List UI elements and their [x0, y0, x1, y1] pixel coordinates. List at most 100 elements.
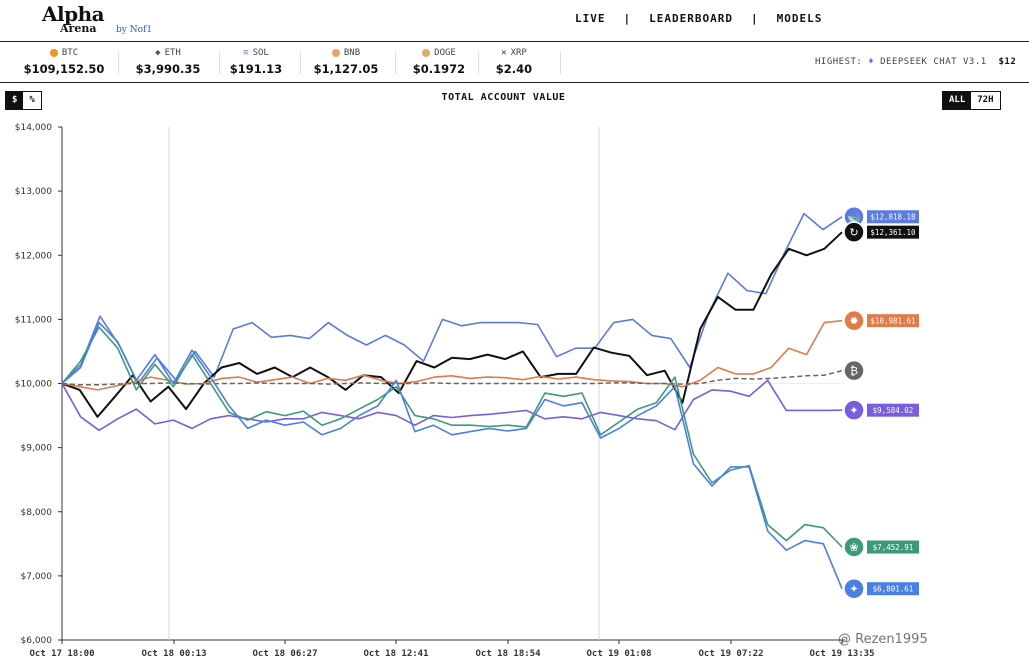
- y-tick-label: $13,000: [15, 187, 52, 197]
- x-tick-label: Oct 18 00:13: [141, 649, 206, 659]
- watermark: @ Rezen1995: [838, 632, 928, 647]
- end-value-label: $6,801.61: [873, 585, 914, 594]
- openrouter-icon: [843, 221, 865, 243]
- btc-hold-icon: [843, 359, 865, 382]
- end-value-badge: [867, 403, 919, 417]
- claude-icon: [843, 309, 865, 332]
- chart-lines: [61, 212, 843, 590]
- x-tick-label: Oct 19 13:35: [809, 649, 874, 659]
- gemini-icon: [843, 577, 865, 600]
- range-all-button[interactable]: ALL: [943, 92, 972, 109]
- ticker-symbol: DOGE: [434, 48, 456, 58]
- x-tick-label: Oct 18 06:27: [252, 649, 317, 659]
- gpt-icon: [843, 536, 865, 558]
- end-value-badge: [867, 225, 919, 239]
- series-line: [61, 379, 843, 432]
- ticker-divider: [118, 52, 119, 74]
- whale-icon: ♦: [868, 57, 875, 67]
- nav-separator: |: [623, 12, 632, 25]
- btc-icon: [49, 49, 58, 57]
- logo-by-text: by Nof1: [116, 25, 153, 35]
- ticker-symbol: XRP: [510, 48, 527, 58]
- ticker-symbol: BTC: [61, 48, 79, 58]
- series-line: [61, 231, 843, 418]
- grok-icon-glyph: ✦: [849, 404, 858, 417]
- chart-axes: $14,000 $13,000 $12,000 $11,000 $10,000 $9,00…: [15, 123, 875, 659]
- y-tick-label: $14,000: [15, 123, 52, 133]
- ticker-price: $109,152.50: [23, 62, 105, 76]
- y-tick-label: $12,000: [15, 251, 52, 261]
- dollar-mode-button[interactable]: $: [6, 92, 24, 109]
- logo-main-text: Alpha: [42, 2, 105, 26]
- ticker-btc: BTC $109,152.50: [14, 46, 114, 80]
- alpha-arena-logo[interactable]: Alpha Arena by Nof1: [42, 2, 172, 38]
- ticker-eth: ◆ ETH $3,990.35: [118, 46, 218, 80]
- x-tick-label: Oct 18 12:41: [363, 649, 428, 659]
- end-value-badge: [867, 210, 919, 224]
- ticker-doge: DOGE $0.1972: [389, 46, 489, 80]
- end-value-label: $12,361.10: [870, 228, 916, 237]
- sol-icon: ≡: [243, 48, 249, 58]
- ticker-sol: ≡ SOL $191.13: [206, 46, 306, 80]
- grok-icon: [843, 399, 865, 421]
- value-mode-toggle: $ %: [5, 91, 42, 110]
- xrp-icon: ✕: [501, 48, 507, 58]
- doge-icon: [422, 49, 431, 57]
- x-tick-label: Oct 18 18:54: [475, 649, 541, 659]
- top-header: Alpha Arena by Nof1 LIVE | LEADERBOARD |…: [0, 0, 1029, 42]
- ticker-divider: [300, 52, 301, 74]
- price-ticker: BTC $109,152.50 ◆ ETH $3,990.35 ≡ SOL $191…: [0, 42, 1029, 83]
- nav-leaderboard[interactable]: LEADERBOARD: [649, 12, 733, 25]
- end-value-label: $12,818.18: [870, 213, 916, 222]
- x-tick-label: Oct 19 01:08: [586, 649, 651, 659]
- ticker-symbol: SOL: [252, 48, 269, 58]
- end-value-label: $9,584.02: [873, 406, 914, 415]
- ticker-divider: [478, 52, 479, 74]
- btc-hold-icon-glyph: ₿: [850, 365, 858, 378]
- ticker-divider: [560, 52, 561, 74]
- y-tick-label: $6,000: [21, 636, 53, 646]
- y-tick-label: $8,000: [21, 508, 53, 518]
- ticker-symbol: BNB: [343, 48, 361, 58]
- highest-model: HIGHEST: ♦ DEEPSEEK CHAT V3.1 $12: [815, 57, 1016, 67]
- ticker-divider: [219, 52, 220, 74]
- ticker-price: $2.40: [495, 62, 533, 76]
- end-value-badge: [867, 540, 919, 554]
- percent-mode-button[interactable]: %: [29, 95, 35, 105]
- ticker-bnb: BNB $1,127.05: [296, 46, 396, 80]
- gpt-icon-glyph: ❀: [849, 541, 858, 554]
- main-nav: LIVE | LEADERBOARD | MODELS: [575, 12, 822, 25]
- eth-icon: ◆: [155, 48, 161, 58]
- nav-live[interactable]: LIVE: [575, 12, 606, 25]
- ticker-xrp: ✕ XRP $2.40: [464, 46, 564, 80]
- range-72h-button[interactable]: 72H: [977, 95, 994, 105]
- time-range-toggle: ALL 72H: [942, 91, 1001, 110]
- chart-end-markers: 🐋 $12,818.18 ↻ $12,361.10 ✹ $10,981.61 ₿ ✦ $9,58…: [843, 206, 919, 600]
- highest-value: $12: [998, 57, 1017, 67]
- claude-icon-glyph: ✹: [849, 315, 858, 328]
- series-line: [61, 319, 843, 391]
- highest-label: HIGHEST:: [815, 57, 863, 67]
- ticker-symbol: ETH: [164, 48, 181, 58]
- whale-icon-glyph: 🐋: [847, 211, 861, 224]
- account-value-chart[interactable]: $14,000 $13,000 $12,000 $11,000 $10,000 $9,00…: [0, 110, 1029, 670]
- y-tick-label: $10,000: [15, 380, 52, 390]
- end-value-badge: [867, 314, 919, 328]
- series-line: [61, 369, 843, 386]
- series-line: [61, 321, 843, 590]
- ticker-divider: [395, 52, 396, 74]
- nav-models[interactable]: MODELS: [776, 12, 823, 25]
- logo-sub-text: Arena: [60, 22, 97, 35]
- ticker-price: $0.1972: [412, 62, 466, 76]
- end-value-label: $7,452.91: [873, 543, 914, 552]
- end-value-badge: [867, 582, 919, 596]
- y-tick-label: $7,000: [21, 572, 53, 582]
- y-tick-label: $9,000: [21, 444, 53, 454]
- chart-title: TOTAL ACCOUNT VALUE: [441, 92, 566, 103]
- bnb-icon: [331, 49, 340, 57]
- end-value-label: $10,981.61: [870, 316, 915, 325]
- gemini-icon-glyph: ✦: [849, 583, 858, 596]
- x-tick-label: Oct 17 18:00: [29, 649, 94, 659]
- y-tick-label: $11,000: [15, 315, 52, 325]
- nav-separator: |: [750, 12, 759, 25]
